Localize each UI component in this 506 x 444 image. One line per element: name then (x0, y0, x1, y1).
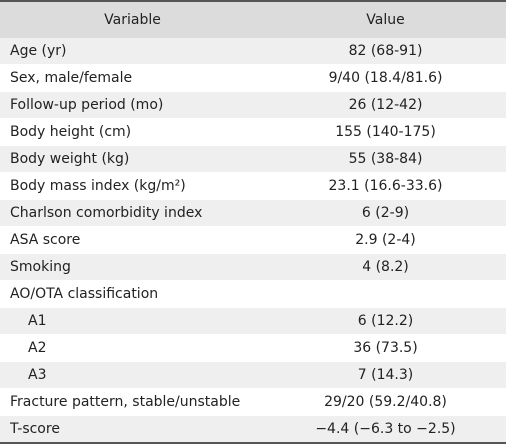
value-cell: 6 (2-9) (265, 199, 506, 227)
variable-cell: A2 (0, 334, 265, 362)
variable-cell: Fracture pattern, stable/unstable (0, 388, 265, 416)
value-cell: 82 (68-91) (265, 38, 506, 65)
variable-cell: T-score (0, 415, 265, 444)
table-row: Sex, male/female 9/40 (18.4/81.6) (0, 64, 506, 92)
table-row: T-score −4.4 (−6.3 to −2.5) (0, 415, 506, 444)
variable-cell: Follow-up period (mo) (0, 91, 265, 119)
table-row: Follow-up period (mo) 26 (12-42) (0, 91, 506, 119)
value-cell: 4 (8.2) (265, 253, 506, 281)
table-row: Charlson comorbidity index 6 (2-9) (0, 199, 506, 227)
table-row: ASA score 2.9 (2-4) (0, 226, 506, 254)
variable-cell: A3 (0, 361, 265, 389)
table-body: Age (yr) 82 (68-91) Sex, male/female 9/40 (… (0, 38, 506, 444)
variable-cell: Smoking (0, 253, 265, 281)
table-row: Smoking 4 (8.2) (0, 253, 506, 281)
variable-cell: Body height (cm) (0, 118, 265, 146)
table-row: A2 36 (73.5) (0, 334, 506, 362)
value-cell: 2.9 (2-4) (265, 226, 506, 254)
variable-cell: ASA score (0, 226, 265, 254)
value-cell: 36 (73.5) (265, 334, 506, 362)
table-row: Age (yr) 82 (68-91) (0, 38, 506, 65)
value-cell: 29/20 (59.2/40.8) (265, 388, 506, 416)
header-cell: Value (265, 0, 506, 38)
variable-cell: Body weight (kg) (0, 145, 265, 173)
variable-cell: Sex, male/female (0, 64, 265, 92)
value-cell: 7 (14.3) (265, 361, 506, 389)
header-row: Variable Value (0, 0, 506, 38)
table-header: Variable Value (0, 0, 506, 38)
value-cell: 9/40 (18.4/81.6) (265, 64, 506, 92)
table-row: A1 6 (12.2) (0, 307, 506, 335)
value-cell: 26 (12-42) (265, 91, 506, 119)
table-row: Fracture pattern, stable/unstable 29/20 (… (0, 388, 506, 416)
table-row: Body height (cm) 155 (140-175) (0, 118, 506, 146)
table-row: A3 7 (14.3) (0, 361, 506, 389)
variable-cell: Body mass index (kg/m²) (0, 172, 265, 200)
header-cell: Variable (0, 0, 265, 38)
table-row: Body weight (kg) 55 (38-84) (0, 145, 506, 173)
variable-cell: Age (yr) (0, 38, 265, 65)
value-cell: −4.4 (−6.3 to −2.5) (265, 415, 506, 444)
variable-cell: Charlson comorbidity index (0, 199, 265, 227)
variable-cell: A1 (0, 307, 265, 335)
value-cell (265, 280, 506, 308)
value-cell: 155 (140-175) (265, 118, 506, 146)
value-cell: 6 (12.2) (265, 307, 506, 335)
table-row: AO/OTA classification (0, 280, 506, 308)
value-cell: 55 (38-84) (265, 145, 506, 173)
table-row: Body mass index (kg/m²) 23.1 (16.6-33.6) (0, 172, 506, 200)
value-cell: 23.1 (16.6-33.6) (265, 172, 506, 200)
variable-cell: AO/OTA classification (0, 280, 265, 308)
